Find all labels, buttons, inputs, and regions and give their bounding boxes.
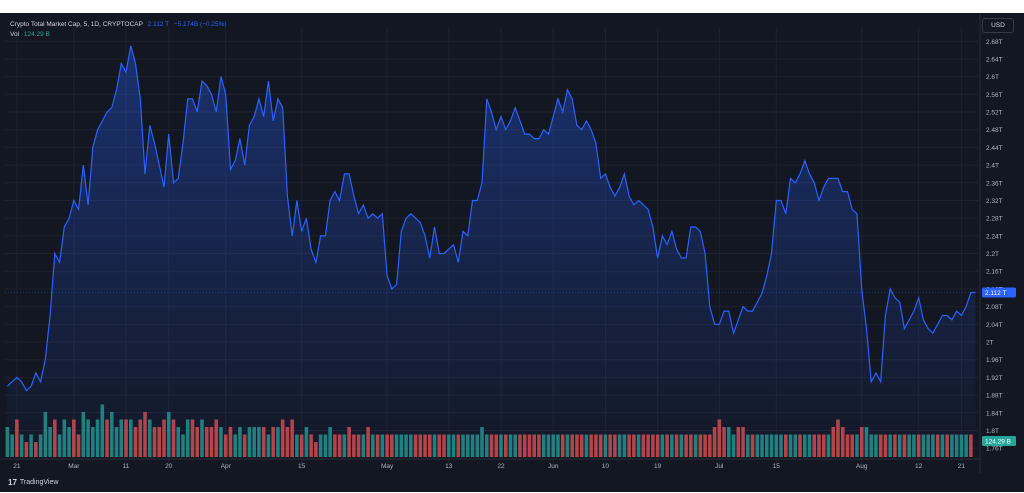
volume-value-label: 124.29 B	[985, 439, 1011, 446]
y-tick-label: 2.08T	[986, 304, 1003, 311]
legend-last-value: 2.112 T	[147, 21, 169, 28]
last-price-badge	[982, 287, 1016, 298]
x-tick-label: 12	[915, 463, 923, 470]
y-tick-label: 1.92T	[986, 375, 1003, 382]
legend-vol-label: Vol	[10, 31, 20, 38]
legend-symbol: Crypto Total Market Cap, 5, 1D, CRYPTOCA…	[10, 21, 143, 28]
y-tick-label: 2.56T	[986, 92, 1003, 99]
y-tick-label: 2.16T	[986, 269, 1003, 276]
chart-panel[interactable]: 2.68T 2.64T 2.6T 2.56T 2.52T 2.48T 2.44T 2.4T 2.…	[0, 13, 1024, 492]
x-tick-label: Mar	[68, 463, 80, 470]
y-tick-label: 2.36T	[986, 180, 1003, 187]
volume-value-badge	[982, 436, 1016, 446]
y-tick-label: 2.68T	[986, 39, 1003, 46]
x-tick-label: 15	[298, 463, 306, 470]
y-tick-label: 1.84T	[986, 410, 1003, 417]
x-tick-label: 19	[654, 463, 662, 470]
footer-brand[interactable]: 17 TradingView	[8, 478, 58, 487]
y-tick-label: 2.48T	[986, 127, 1003, 134]
footer-brand-name: TradingView	[19, 479, 59, 486]
y-tick-label: 2.44T	[986, 145, 1003, 152]
y-tick-label: 2.2T	[986, 251, 999, 258]
volume-bar	[5, 427, 10, 457]
x-tick-label: 13	[445, 463, 453, 470]
x-tick-label: 21	[958, 463, 966, 470]
x-tick-label: 10	[602, 463, 610, 470]
x-tick-label: 15	[773, 463, 781, 470]
last-price-label: 2.112 T	[985, 290, 1006, 297]
y-tick-label: 2.04T	[986, 322, 1003, 329]
x-tick-label: 20	[165, 463, 173, 470]
x-tick-label: May	[381, 463, 394, 470]
x-tick-label: 22	[497, 463, 505, 470]
chart-canvas[interactable]: 2.68T 2.64T 2.6T 2.56T 2.52T 2.48T 2.44T 2.4T 2.…	[0, 13, 1024, 492]
y-tick-label: 2.4T	[986, 163, 999, 170]
x-tick-label: 11	[123, 463, 130, 470]
y-tick-label: 2T	[986, 340, 994, 347]
y-tick-label: 1.76T	[986, 446, 1003, 453]
legend-vol-value: 124.29 B	[23, 31, 50, 38]
currency-button[interactable]: USD	[982, 18, 1014, 33]
price-line	[6, 45, 976, 392]
y-tick-label: 2.52T	[986, 110, 1003, 117]
y-tick-label: 2.32T	[986, 198, 1003, 205]
x-tick-label: Jun	[548, 463, 559, 470]
x-tick-label: 21	[13, 463, 21, 470]
x-tick-label: Aug	[856, 463, 868, 470]
y-tick-label: 1.88T	[986, 393, 1003, 400]
legend-change: −5.174B (−0.25%)	[173, 21, 227, 28]
y-tick-label: 2.28T	[986, 216, 1003, 223]
y-tick-label: 2.24T	[986, 233, 1003, 240]
y-tick-label: 2.64T	[986, 56, 1003, 63]
y-tick-label: 1.8T	[986, 428, 999, 435]
x-tick-label: Apr	[221, 463, 232, 470]
y-tick-label: 2.6T	[986, 74, 999, 81]
tradingview-logo-icon: 17	[8, 478, 17, 487]
price-area-fill	[7, 45, 976, 457]
y-tick-label: 1.96T	[986, 357, 1003, 364]
chart-legend: Crypto Total Market Cap, 5, 1D, CRYPTOCA…	[10, 20, 227, 40]
x-tick-label: Jul	[715, 463, 724, 470]
